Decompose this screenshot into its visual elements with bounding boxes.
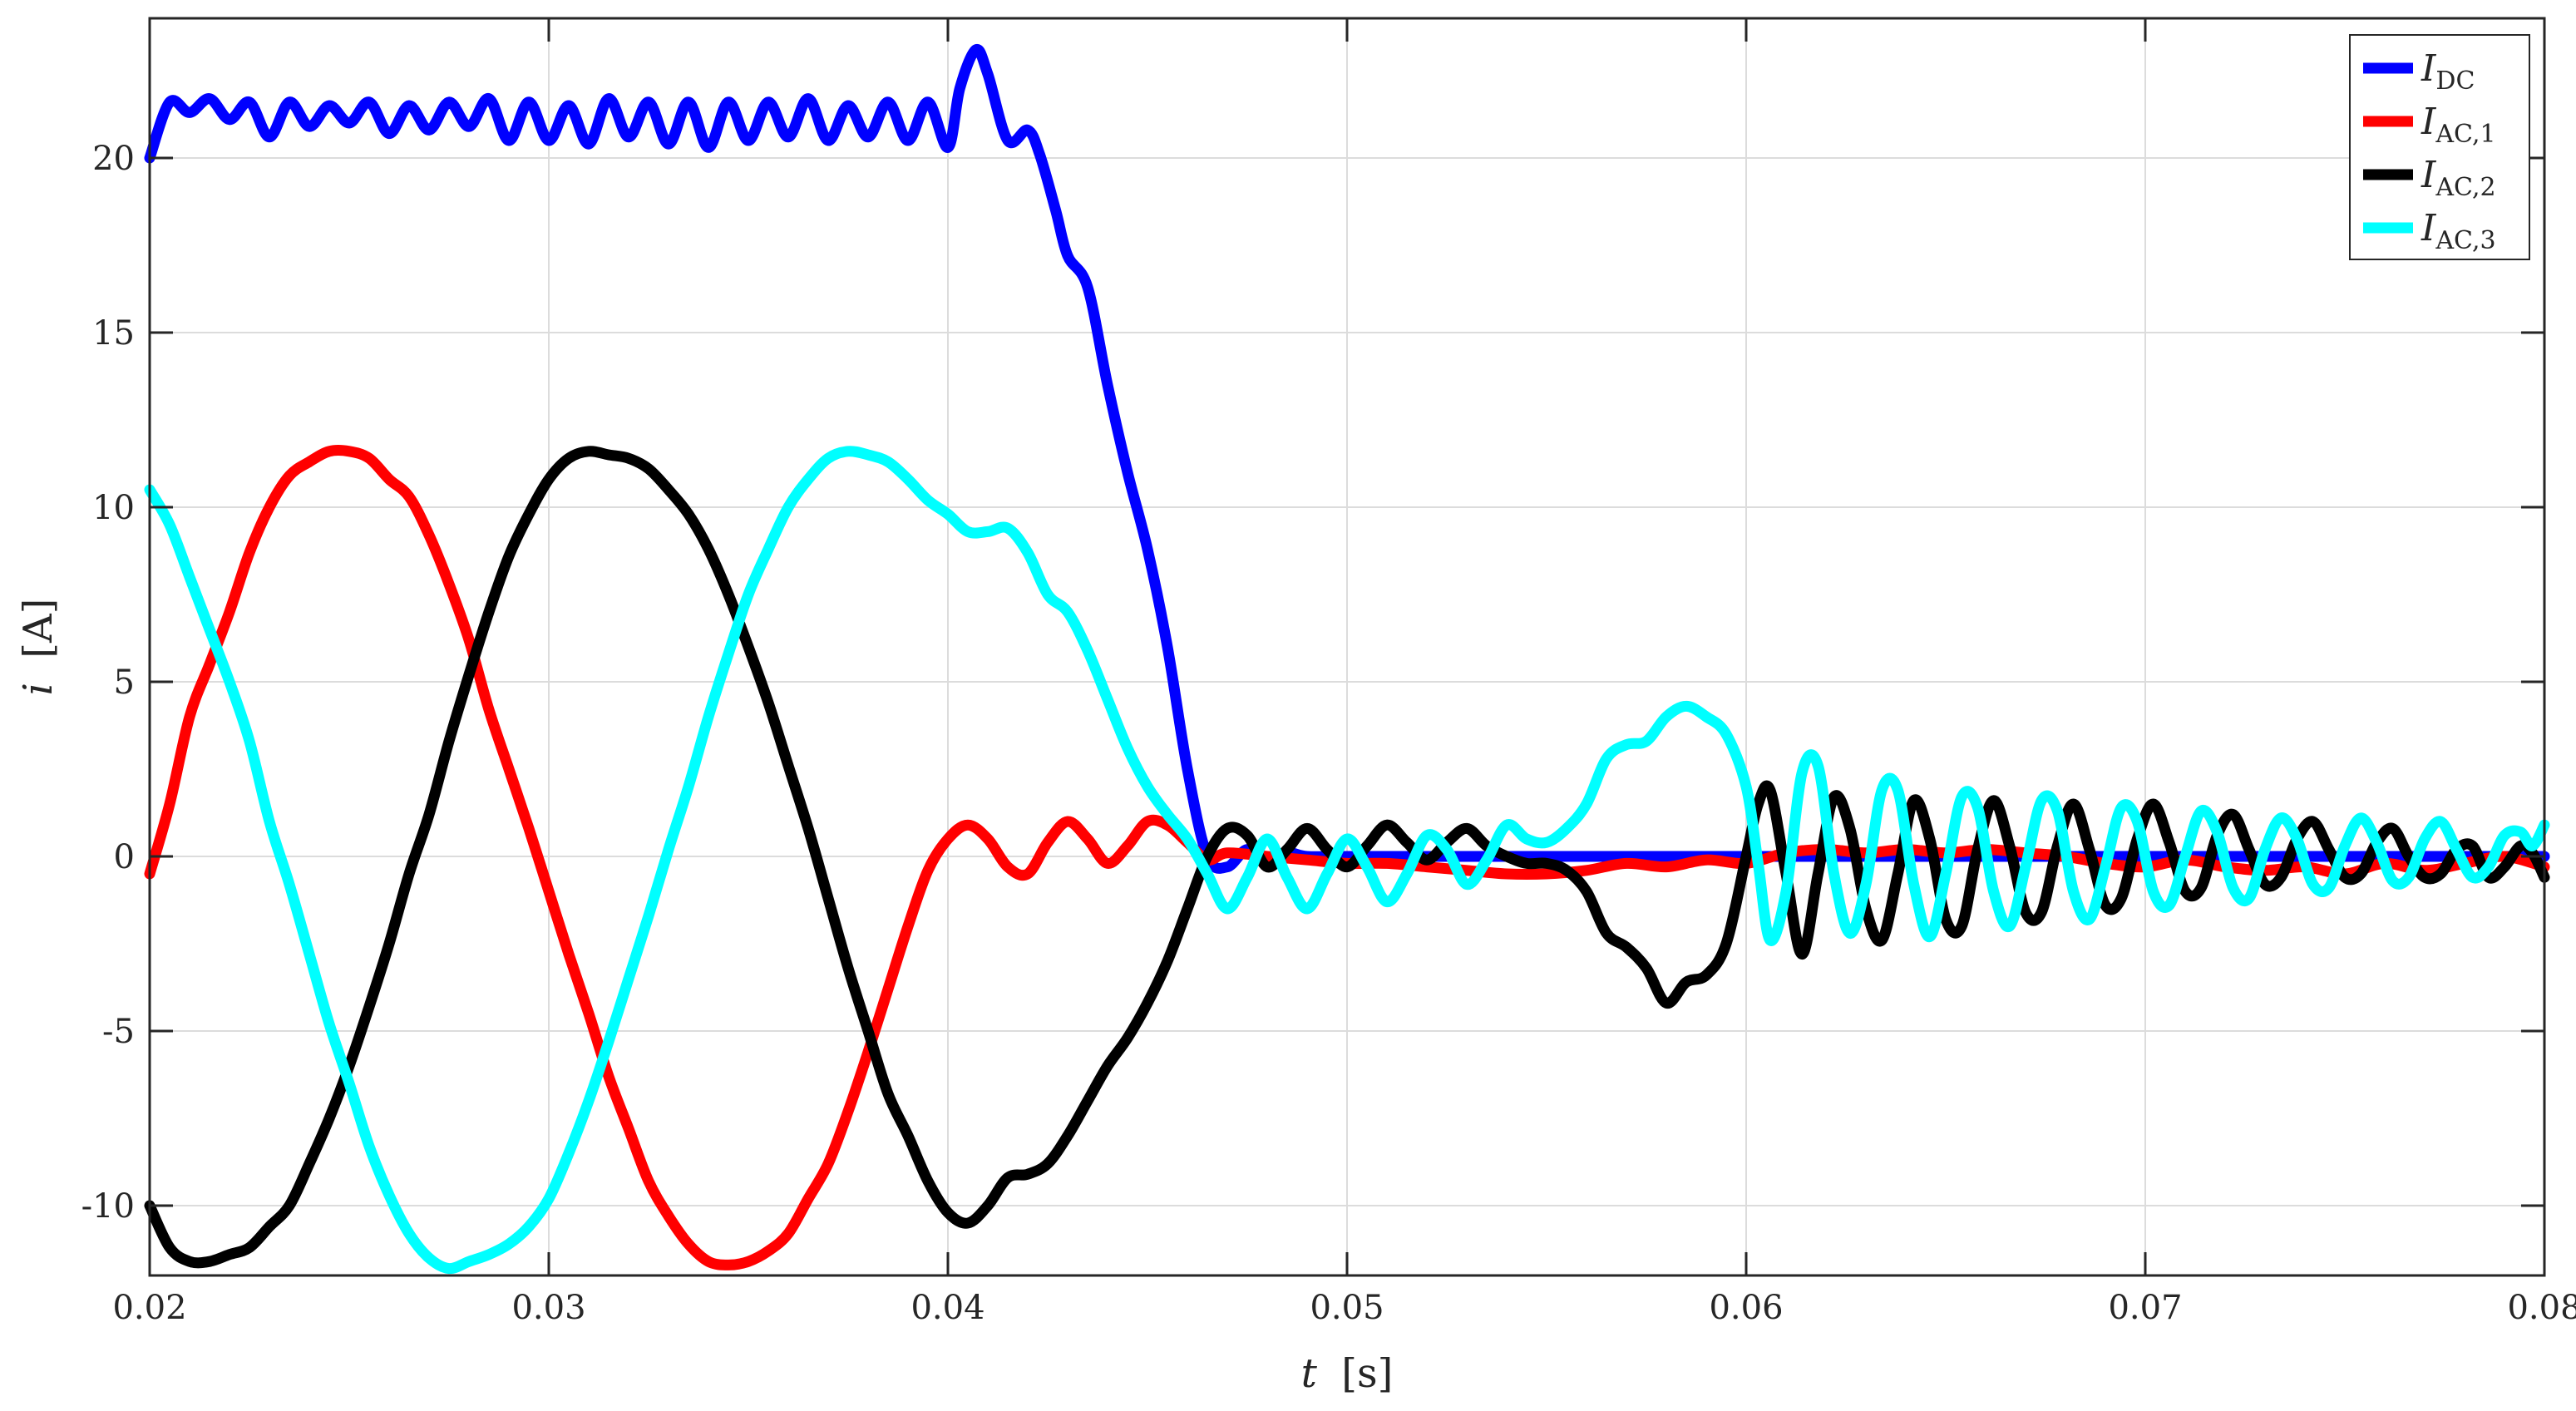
series-line-3 xyxy=(144,446,2550,1269)
y-tick-label: 15 xyxy=(92,314,135,353)
series-line-1 xyxy=(144,44,2550,874)
y-tick-label: -5 xyxy=(102,1013,135,1051)
x-axis-unit: [s] xyxy=(1341,1350,1393,1397)
legend-label-main: I xyxy=(2421,101,2437,143)
series-line-4 xyxy=(144,446,2550,1275)
legend-label: IDC xyxy=(2421,47,2475,96)
x-tick-label: 0.06 xyxy=(1709,1289,1783,1327)
y-tick-label: 20 xyxy=(92,140,135,178)
legend-label: IAC,1 xyxy=(2421,101,2496,149)
x-axis-label: t [s] xyxy=(1301,1350,1394,1397)
y-axis-unit: [A] xyxy=(15,599,62,659)
legend-label-sub: DC xyxy=(2435,67,2475,96)
x-tick-label: 0.07 xyxy=(2108,1289,2182,1327)
legend-label: IAC,2 xyxy=(2421,154,2496,202)
y-axis-variable: i xyxy=(15,683,62,695)
legend-label-sub: AC,3 xyxy=(2435,226,2495,255)
x-axis-variable: t xyxy=(1301,1350,1318,1397)
x-tick-label: 0.08 xyxy=(2507,1289,2576,1327)
legend-label-sub: AC,2 xyxy=(2435,173,2495,202)
legend-label-main: I xyxy=(2421,47,2437,90)
y-tick-label: 0 xyxy=(114,838,135,876)
x-tick-label: 0.04 xyxy=(910,1289,985,1327)
axis-ticks: 0.02 0.03 0.04 0.05 0.06 0.07 0.08 -10 -5 0 5 10 15 2… xyxy=(81,18,2576,1327)
legend-label-sub: AC,1 xyxy=(2435,120,2495,149)
y-tick-label: -10 xyxy=(81,1187,135,1226)
series-lines xyxy=(144,44,2550,1275)
legend-label-main: I xyxy=(2421,154,2437,196)
x-tick-label: 0.05 xyxy=(1310,1289,1384,1327)
x-tick-label: 0.03 xyxy=(511,1289,585,1327)
y-axis-label: i [A] xyxy=(15,599,62,696)
y-tick-label: 5 xyxy=(114,664,135,702)
y-tick-label: 10 xyxy=(92,489,135,527)
x-tick-label: 0.02 xyxy=(112,1289,186,1327)
legend-label: IAC,3 xyxy=(2421,207,2496,255)
legend-label-main: I xyxy=(2421,207,2437,249)
